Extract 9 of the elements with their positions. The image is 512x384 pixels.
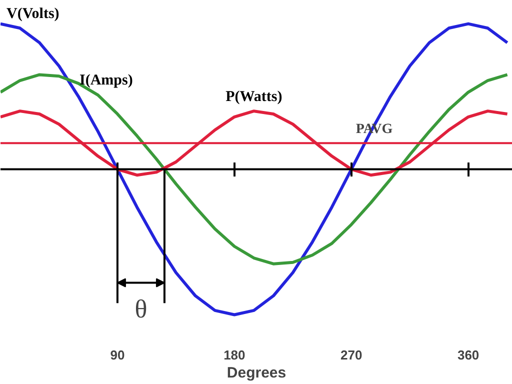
x-tick-label: 360 [457,348,480,362]
x-tick-label: 180 [224,348,246,362]
x-tick-label: 90 [110,348,125,362]
series-label: I(Amps) [79,72,133,89]
series-label: P(Watts) [226,89,282,106]
series-label: V(Volts) [6,6,60,22]
x-tick-label: 270 [340,348,362,362]
x-axis-title: Degrees [226,364,286,382]
annotation: θ [134,294,148,324]
